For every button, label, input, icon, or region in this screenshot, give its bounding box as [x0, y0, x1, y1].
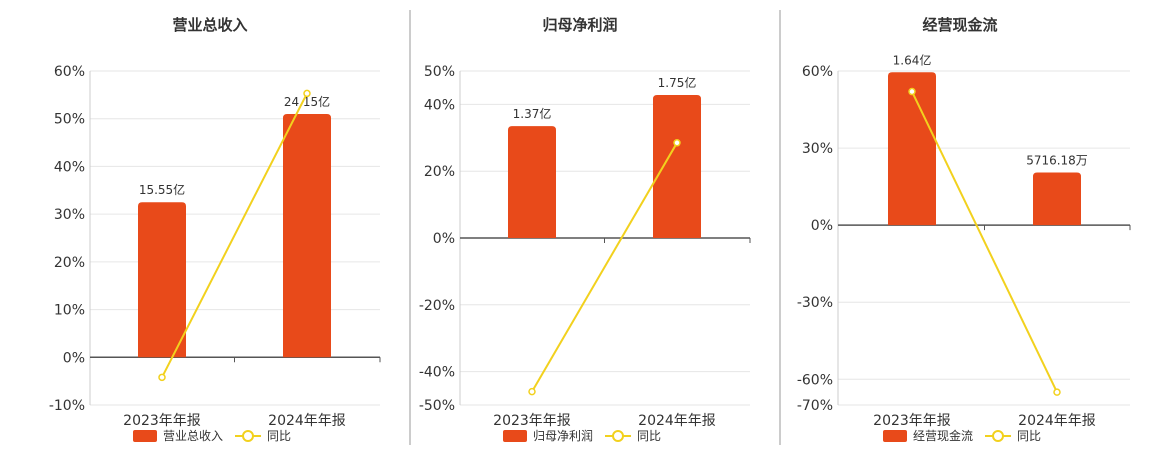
- y-tick-label: -60%: [797, 372, 833, 388]
- bar-1: [138, 202, 186, 358]
- x-category-label: 2024年年报: [268, 413, 346, 429]
- y-tick-label: 0%: [433, 231, 455, 247]
- y-tick-label: 10%: [54, 303, 85, 319]
- bar-data-label: 5716.18万: [1026, 153, 1088, 167]
- y-tick-label: 0%: [63, 350, 85, 366]
- bar-2: [653, 95, 701, 238]
- yoy-line: [911, 91, 1058, 393]
- legend-bar-label: 归母净利润: [533, 429, 593, 443]
- y-tick-label: 20%: [424, 164, 455, 180]
- legend-line-marker: [612, 430, 624, 442]
- bar-1: [508, 126, 556, 238]
- yoy-point: [303, 89, 311, 98]
- y-tick-label: -50%: [419, 398, 455, 414]
- x-category-label: 2024年年报: [638, 413, 716, 429]
- yoy-point: [673, 139, 681, 147]
- y-tick-label: 40%: [424, 97, 455, 113]
- yoy-point: [528, 387, 536, 396]
- y-tick-label: -10%: [49, 398, 85, 414]
- y-tick-label: 30%: [802, 141, 833, 157]
- y-tick-label: 50%: [424, 64, 455, 80]
- x-category-label: 2024年年报: [1018, 413, 1096, 429]
- legend-bar-swatch: [503, 430, 527, 442]
- y-tick-label: 30%: [54, 207, 85, 223]
- chart-title: 营业总收入: [172, 16, 247, 34]
- y-tick-label: 0%: [811, 218, 833, 234]
- legend-bar-swatch: [883, 430, 907, 442]
- bar-data-label: 1.75亿: [658, 75, 697, 90]
- yoy-point: [908, 87, 916, 96]
- legend-bar-label: 经营现金流: [913, 428, 973, 443]
- y-tick-label: 50%: [54, 112, 85, 128]
- bar-data-label: 24.15亿: [284, 94, 330, 109]
- chart-title: 归母净利润: [542, 16, 617, 34]
- bar-data-label: 15.55亿: [139, 182, 185, 197]
- y-tick-label: 40%: [54, 159, 85, 175]
- y-tick-label: 60%: [802, 64, 833, 80]
- legend-line-label: 同比: [637, 429, 661, 443]
- bar-2: [1033, 172, 1081, 226]
- bar-data-label: 1.37亿: [513, 106, 552, 121]
- yoy-point: [1053, 388, 1061, 396]
- chart-title: 经营现金流: [922, 16, 997, 34]
- legend-bar-label: 营业总收入: [163, 429, 223, 443]
- y-tick-label: -40%: [419, 365, 455, 381]
- bar-data-label: 1.64亿: [893, 52, 932, 67]
- chart-panel-1: 营业总收入 60% 50% 40% 30% 20% 10% 0% -10% 15.55亿 24.15…: [49, 16, 381, 443]
- legend-line-label: 同比: [267, 429, 291, 443]
- y-tick-label: -20%: [419, 298, 455, 314]
- yoy-line: [161, 92, 308, 378]
- bar-1: [888, 72, 936, 226]
- yoy-point: [158, 373, 166, 382]
- x-category-label: 2023年年报: [493, 413, 571, 429]
- legend-line-marker: [992, 430, 1004, 442]
- chart-panel-2: 归母净利润 50% 40% 20% 0% -20% -40% -50% 1.37亿 1.75亿 20…: [419, 16, 751, 443]
- chart-panel-3: 经营现金流 60% 30% 0% -30% -60% -70% 1.64亿 5716.18万 20…: [797, 16, 1131, 443]
- bar-2: [283, 113, 331, 358]
- y-tick-label: -30%: [797, 295, 833, 311]
- x-category-label: 2023年年报: [873, 413, 951, 429]
- yoy-line: [531, 142, 678, 393]
- y-tick-label: 60%: [54, 64, 85, 80]
- legend-line-label: 同比: [1017, 429, 1041, 443]
- y-tick-label: -70%: [797, 398, 833, 414]
- legend-line-marker: [242, 430, 254, 442]
- y-tick-label: 20%: [54, 255, 85, 271]
- legend-bar-swatch: [133, 430, 157, 442]
- x-category-label: 2023年年报: [123, 413, 201, 429]
